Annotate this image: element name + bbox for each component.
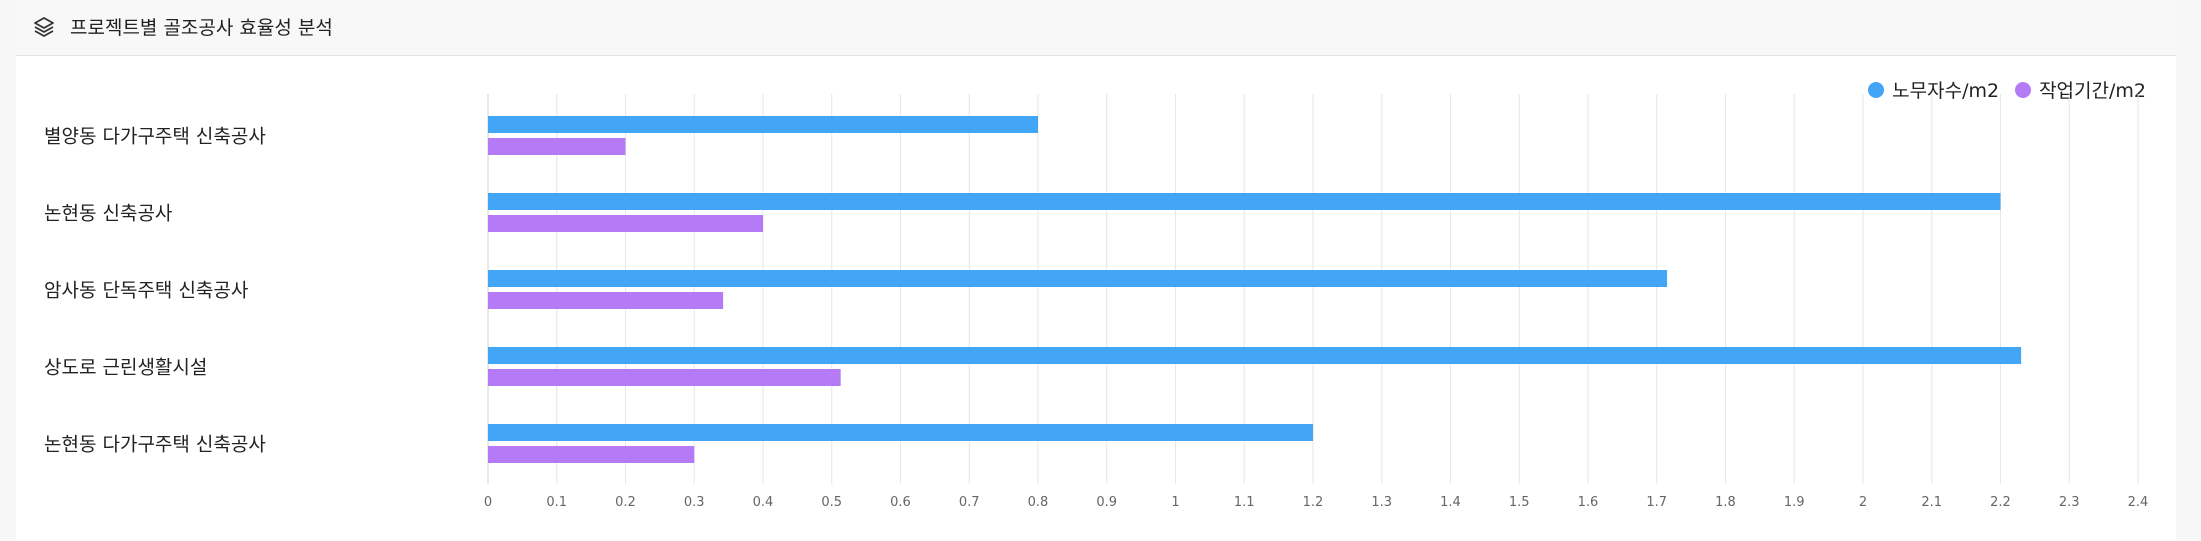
x-tick-label: 0.3: [684, 495, 705, 510]
legend-label-series2: 작업기간/m2: [2039, 80, 2146, 102]
bar-series2: [488, 369, 841, 386]
x-tick-label: 1.5: [1509, 495, 1530, 510]
x-tick-label: 0.8: [1028, 495, 1049, 510]
x-tick-label: 2.1: [1921, 495, 1942, 510]
bar-series1: [488, 116, 1038, 133]
x-tick-label: 0.4: [753, 495, 774, 510]
category-label: 논현동 다가구주택 신축공사: [44, 434, 266, 456]
legend-marker-series1: [1868, 81, 1885, 98]
x-tick-label: 2.4: [2128, 495, 2149, 510]
bar-series1: [488, 193, 2001, 210]
x-tick-label: 0: [484, 495, 492, 510]
x-tick-label: 1.7: [1646, 495, 1667, 510]
x-tick-label: 1.8: [1715, 495, 1736, 510]
x-tick-label: 2.3: [2059, 495, 2080, 510]
legend-label-series1: 노무자수/m2: [1892, 80, 2000, 102]
bar-series2: [488, 292, 724, 309]
bar-series1: [488, 270, 1668, 287]
x-tick-label: 0.6: [890, 495, 911, 510]
x-tick-label: 0.7: [959, 495, 980, 510]
bar-series2: [488, 138, 626, 155]
x-tick-label: 0.5: [821, 495, 842, 510]
bar-series2: [488, 446, 695, 463]
x-tick-label: 0.1: [546, 495, 567, 510]
x-tick-label: 1.6: [1578, 495, 1599, 510]
x-tick-label: 1.3: [1371, 495, 1392, 510]
x-tick-label: 1: [1171, 495, 1179, 510]
x-tick-label: 1.9: [1784, 495, 1805, 510]
bar-series1: [488, 347, 2022, 364]
bar-series2: [488, 215, 763, 232]
x-tick-label: 2.2: [1990, 495, 2011, 510]
category-label: 논현동 신축공사: [44, 203, 172, 225]
bar-series1: [488, 424, 1313, 441]
x-tick-label: 1.4: [1440, 495, 1461, 510]
legend-item-series2[interactable]: 작업기간/m2: [2015, 76, 2146, 103]
legend-marker-series2: [2015, 81, 2032, 98]
x-tick-label: 0.2: [615, 495, 636, 510]
x-tick-label: 0.9: [1096, 495, 1117, 510]
category-label: 상도로 근린생활시설: [44, 357, 207, 379]
legend-item-series1[interactable]: 노무자수/m2: [1868, 76, 1999, 103]
chart-legend: 노무자수/m2 작업기간/m2: [1852, 76, 2146, 103]
x-tick-label: 2: [1859, 495, 1867, 510]
panel-header: 프로젝트별 골조공사 효율성 분석: [16, 0, 2176, 56]
panel-title: 프로젝트별 골조공사 효율성 분석: [70, 17, 333, 39]
x-tick-label: 1.2: [1303, 495, 1324, 510]
x-tick-label: 1.1: [1234, 495, 1255, 510]
category-label: 암사동 단독주택 신축공사: [44, 280, 248, 302]
layers-icon: [34, 17, 54, 37]
category-label: 별양동 다가구주택 신축공사: [44, 126, 266, 148]
